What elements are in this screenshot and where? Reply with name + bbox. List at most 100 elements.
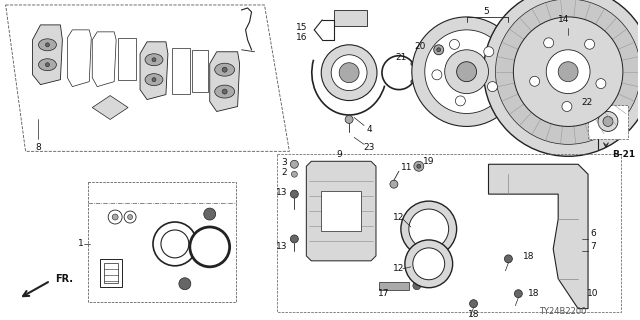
- Text: 9: 9: [336, 150, 342, 159]
- Circle shape: [190, 227, 230, 267]
- Ellipse shape: [145, 74, 163, 86]
- Text: 18: 18: [527, 289, 539, 298]
- Bar: [588, 105, 628, 140]
- Text: 16: 16: [296, 33, 307, 42]
- Bar: [277, 154, 621, 312]
- Text: FR.: FR.: [56, 274, 74, 284]
- Circle shape: [291, 160, 298, 168]
- Circle shape: [484, 47, 494, 57]
- Circle shape: [411, 62, 415, 66]
- Circle shape: [488, 82, 497, 92]
- Text: B-21: B-21: [612, 150, 635, 159]
- Polygon shape: [334, 10, 367, 26]
- Circle shape: [445, 50, 488, 93]
- Text: 1: 1: [77, 239, 83, 248]
- Circle shape: [603, 116, 613, 126]
- Polygon shape: [488, 164, 588, 308]
- Circle shape: [413, 248, 445, 280]
- Circle shape: [339, 63, 359, 83]
- Bar: [118, 38, 136, 80]
- Circle shape: [45, 63, 49, 67]
- Circle shape: [124, 211, 136, 223]
- Circle shape: [413, 282, 420, 290]
- Ellipse shape: [38, 59, 56, 71]
- Text: 5: 5: [484, 7, 490, 16]
- Circle shape: [45, 43, 49, 47]
- Polygon shape: [140, 42, 168, 100]
- Circle shape: [291, 171, 298, 177]
- Circle shape: [483, 0, 640, 156]
- Circle shape: [425, 30, 508, 114]
- Circle shape: [546, 50, 590, 93]
- Text: 18: 18: [468, 310, 479, 319]
- Circle shape: [222, 67, 227, 72]
- Polygon shape: [33, 25, 62, 84]
- Circle shape: [412, 17, 522, 126]
- Ellipse shape: [38, 39, 56, 51]
- Ellipse shape: [214, 85, 235, 98]
- Polygon shape: [92, 96, 128, 119]
- Ellipse shape: [214, 63, 235, 76]
- Text: 14: 14: [557, 15, 569, 24]
- Circle shape: [504, 255, 513, 263]
- Circle shape: [204, 208, 216, 220]
- Text: 15: 15: [296, 23, 307, 32]
- Circle shape: [515, 290, 522, 298]
- Text: 10: 10: [588, 289, 599, 298]
- Circle shape: [152, 58, 156, 62]
- Text: 12: 12: [393, 264, 404, 273]
- Circle shape: [405, 240, 452, 288]
- Text: 18: 18: [523, 252, 534, 261]
- Text: 19: 19: [423, 157, 435, 166]
- Text: 2: 2: [282, 168, 287, 177]
- Circle shape: [153, 222, 196, 266]
- Circle shape: [434, 45, 444, 55]
- Circle shape: [291, 235, 298, 243]
- Circle shape: [127, 214, 132, 220]
- Text: 4: 4: [366, 125, 372, 134]
- Text: 7: 7: [590, 242, 596, 252]
- Circle shape: [390, 180, 398, 188]
- Circle shape: [108, 210, 122, 224]
- Bar: [192, 50, 208, 92]
- Text: 8: 8: [36, 143, 42, 152]
- Circle shape: [530, 76, 540, 86]
- Text: 3: 3: [282, 158, 287, 167]
- Circle shape: [598, 111, 618, 132]
- Text: 12: 12: [393, 212, 404, 221]
- Polygon shape: [67, 30, 92, 87]
- Bar: [100, 259, 122, 287]
- Text: 11: 11: [401, 163, 413, 172]
- Text: 20: 20: [414, 42, 426, 51]
- Circle shape: [543, 38, 554, 48]
- Circle shape: [456, 62, 477, 82]
- Text: 13: 13: [276, 188, 287, 197]
- Circle shape: [411, 80, 415, 84]
- Circle shape: [558, 62, 578, 82]
- Circle shape: [112, 214, 118, 220]
- Circle shape: [222, 89, 227, 94]
- Bar: [88, 182, 236, 302]
- Circle shape: [449, 39, 460, 49]
- Bar: [321, 191, 361, 231]
- Circle shape: [414, 161, 424, 171]
- Circle shape: [409, 209, 449, 249]
- Circle shape: [562, 101, 572, 111]
- Bar: [104, 263, 118, 283]
- Circle shape: [401, 201, 456, 257]
- Circle shape: [436, 48, 441, 52]
- Circle shape: [321, 45, 377, 100]
- Text: 6: 6: [590, 229, 596, 238]
- Bar: [379, 282, 409, 290]
- Text: 23: 23: [364, 143, 374, 152]
- Polygon shape: [307, 161, 376, 261]
- Circle shape: [432, 70, 442, 80]
- Circle shape: [456, 96, 465, 106]
- Circle shape: [495, 0, 640, 144]
- Text: 17: 17: [378, 289, 390, 298]
- Circle shape: [345, 116, 353, 124]
- Circle shape: [417, 164, 420, 168]
- Circle shape: [179, 278, 191, 290]
- Polygon shape: [210, 52, 239, 111]
- Bar: [172, 48, 190, 93]
